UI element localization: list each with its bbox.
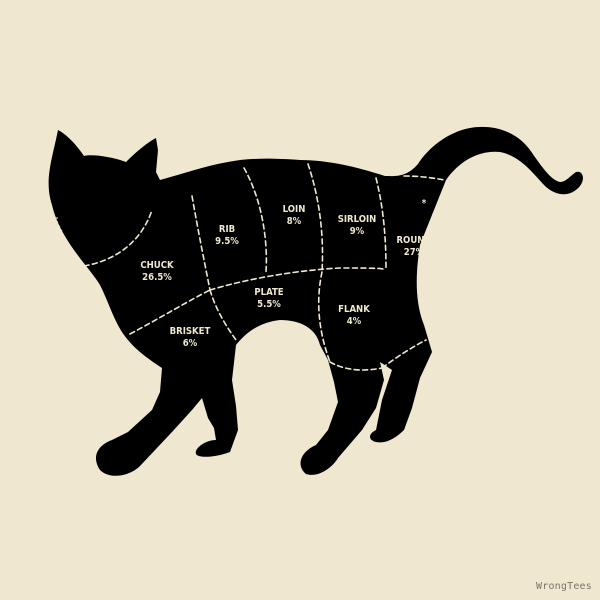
cut-name: BRISKET bbox=[170, 326, 211, 337]
watermark: WrongTees bbox=[536, 581, 592, 592]
cat-silhouette bbox=[48, 126, 583, 476]
cut-name: RIB bbox=[219, 224, 235, 235]
cut-name: PLATE bbox=[254, 287, 283, 298]
cut-percent: 9.5% bbox=[215, 236, 239, 247]
whiskers bbox=[19, 217, 63, 269]
cut-lines bbox=[83, 163, 445, 371]
cut-percent: 27% bbox=[404, 247, 425, 258]
cut-percent: 6% bbox=[183, 338, 198, 349]
cut-name: ROUND bbox=[396, 235, 431, 246]
cut-percent: 5.5% bbox=[257, 299, 281, 310]
cut-percent: 4% bbox=[347, 316, 362, 327]
cut-percent: 9% bbox=[350, 226, 365, 237]
anus-mark: * bbox=[422, 198, 427, 209]
cut-percent: 8% bbox=[287, 216, 302, 227]
cut-name: CHUCK bbox=[140, 260, 174, 271]
cut-percent: 26.5% bbox=[142, 272, 172, 283]
cut-name: FLANK bbox=[338, 304, 370, 315]
cut-name: SIRLOIN bbox=[338, 214, 377, 225]
cut-name: LOIN bbox=[283, 204, 306, 215]
